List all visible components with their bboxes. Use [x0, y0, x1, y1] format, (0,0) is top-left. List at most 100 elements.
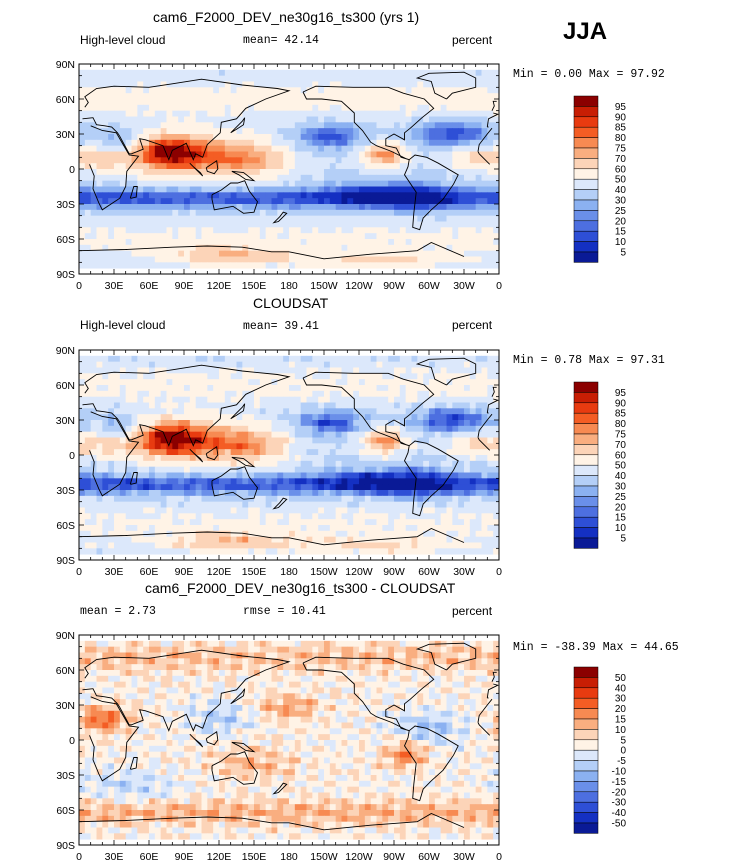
field-cell — [189, 110, 197, 117]
field-cell — [458, 221, 465, 228]
colorbar-swatch — [573, 137, 599, 149]
field-cell — [481, 536, 488, 543]
field-cell — [254, 233, 261, 240]
field-cell — [399, 128, 407, 135]
field-cell — [341, 443, 348, 450]
field-cell — [318, 157, 325, 164]
field-cell — [481, 530, 488, 538]
field-cell — [219, 379, 226, 386]
field-cell — [417, 262, 424, 269]
field-cell — [481, 414, 488, 421]
field-cell — [458, 250, 465, 257]
field-cell — [294, 116, 302, 123]
field-cell — [423, 385, 430, 392]
field-cell — [312, 122, 319, 129]
field-cell — [388, 425, 395, 433]
field-cell — [236, 75, 243, 82]
field-cell — [388, 262, 395, 269]
field-cell — [405, 87, 412, 94]
field-cell — [189, 355, 197, 363]
field-cell — [90, 134, 97, 141]
field-cell — [341, 361, 348, 368]
field-cell — [207, 449, 214, 456]
field-cell — [341, 490, 348, 497]
field-cell — [458, 151, 465, 158]
field-cell — [329, 75, 337, 82]
field-cell — [481, 93, 488, 100]
field-cell — [487, 186, 494, 193]
field-cell — [370, 209, 377, 217]
field-cell — [248, 93, 255, 100]
field-cell — [230, 221, 237, 228]
field-cell — [277, 134, 284, 141]
field-cell — [119, 396, 127, 403]
coastline — [403, 154, 459, 231]
field-cell — [166, 110, 173, 117]
field-cell — [376, 414, 383, 421]
field-cell — [114, 490, 121, 497]
field-cell — [137, 472, 144, 479]
field-cell — [469, 169, 477, 176]
field-cell — [184, 490, 191, 497]
field-cell — [306, 262, 313, 269]
field-cell — [119, 250, 127, 257]
field-cell — [184, 548, 191, 555]
field-cell — [277, 513, 284, 520]
field-cell — [90, 204, 97, 211]
field-cell — [469, 443, 477, 450]
field-cell — [207, 361, 214, 368]
field-cell — [79, 443, 86, 450]
field-cell — [271, 408, 278, 415]
field-cell — [189, 174, 197, 182]
field-cell — [370, 455, 377, 462]
field-cell — [382, 204, 389, 211]
field-cell — [143, 69, 150, 77]
field-cell — [265, 478, 272, 485]
field-cell — [440, 408, 447, 415]
field-cell — [143, 174, 150, 182]
field-cell — [364, 536, 372, 543]
field-cell — [201, 134, 208, 141]
field-cell — [440, 519, 447, 526]
field-cell — [283, 174, 290, 182]
field-cell — [440, 145, 447, 152]
field-cell — [364, 420, 372, 427]
colorbar-level-label: 70 — [615, 154, 627, 165]
field-cell — [318, 204, 325, 211]
field-cell — [178, 250, 185, 257]
field-cell — [254, 443, 261, 450]
field-cell — [84, 478, 92, 485]
field-cell — [154, 390, 162, 398]
field-cell — [84, 379, 92, 386]
field-cell — [446, 209, 453, 217]
field-cell — [84, 519, 92, 526]
field-cell — [254, 209, 261, 217]
field-cell — [172, 99, 179, 106]
field-cell — [84, 93, 92, 100]
field-cell — [259, 484, 267, 491]
field-cell — [347, 157, 354, 164]
field-cell — [224, 87, 232, 94]
field-cell — [394, 530, 401, 538]
field-cell — [259, 81, 267, 88]
field-cell — [481, 256, 488, 263]
field-cell — [294, 501, 302, 508]
field-cell — [464, 186, 471, 193]
field-cell — [195, 355, 202, 363]
field-cell — [469, 145, 477, 152]
field-cell — [469, 128, 477, 135]
field-cell — [160, 116, 167, 123]
field-cell — [219, 501, 226, 508]
field-cell — [125, 110, 132, 117]
field-cell — [289, 472, 296, 479]
field-cell — [160, 472, 167, 479]
field-cell — [429, 233, 436, 240]
field-cell — [312, 69, 319, 77]
field-cell — [242, 99, 249, 106]
field-cell — [224, 139, 232, 147]
field-cell — [154, 385, 162, 392]
field-cell — [195, 256, 202, 263]
field-cell — [131, 198, 138, 205]
field-cell — [108, 87, 115, 94]
field-cell — [359, 495, 366, 503]
